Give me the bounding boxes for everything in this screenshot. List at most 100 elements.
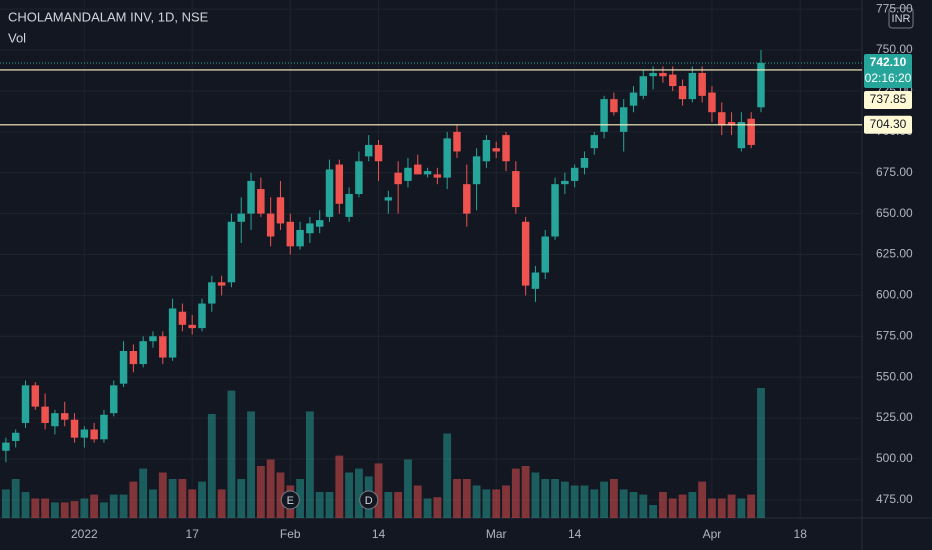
volume-bar <box>70 501 79 518</box>
x-tick-label: 2022 <box>71 527 98 541</box>
candle-body <box>404 167 412 181</box>
volume-bar <box>600 481 609 518</box>
candle-body <box>374 144 383 162</box>
countdown: 02:16:20 <box>865 71 912 85</box>
volume-bar <box>217 489 226 518</box>
candle-body <box>551 184 559 237</box>
volume-bar <box>188 489 197 518</box>
candle-body <box>355 161 363 194</box>
candle-body <box>51 413 59 427</box>
candle-body <box>698 72 706 96</box>
x-tick-label: 17 <box>186 527 200 541</box>
candle-body <box>492 148 500 152</box>
volume-bar <box>659 492 667 518</box>
volume-bar <box>531 472 540 518</box>
candle-body <box>276 197 285 224</box>
x-tick-label: Apr <box>703 527 722 541</box>
candle-body <box>394 172 402 185</box>
volume-bar <box>668 498 677 518</box>
candle-body <box>747 118 755 145</box>
candle-body <box>649 72 657 77</box>
candle-body <box>129 351 138 365</box>
hline-price-text: 737.85 <box>870 92 907 106</box>
candle-body <box>80 429 89 438</box>
event-marker[interactable] <box>359 490 379 510</box>
candle-body <box>561 180 569 185</box>
candle-body <box>727 122 736 126</box>
volume-bar <box>354 468 363 518</box>
volume-bar <box>266 459 275 518</box>
volume-bar <box>325 492 334 518</box>
volume-bar <box>158 472 167 518</box>
candle-body <box>521 221 530 286</box>
candle-body <box>21 385 30 423</box>
candle-body <box>60 413 69 420</box>
candle-body <box>227 221 236 283</box>
volume-bar <box>237 479 246 518</box>
candle-body <box>257 189 265 214</box>
volume-bar <box>1 489 10 518</box>
volume-bar <box>207 414 216 518</box>
candle-body <box>531 272 540 289</box>
symbol-title[interactable]: CHOLAMANDALAM INV, 1D, NSE <box>8 9 209 24</box>
volume-bar <box>100 502 108 518</box>
candle-body <box>610 99 618 113</box>
candle-body <box>345 193 353 217</box>
volume-bar <box>198 481 206 518</box>
candle-body <box>433 174 442 178</box>
volume-bar <box>590 489 599 518</box>
volume-bar <box>462 479 471 518</box>
volume-bar <box>41 498 50 518</box>
volume-bar <box>109 494 118 518</box>
event-marker[interactable] <box>280 490 300 510</box>
volume-bar <box>227 390 236 518</box>
candle-body <box>110 385 118 414</box>
currency-box[interactable] <box>888 7 914 29</box>
currency: INR <box>892 13 911 25</box>
plot <box>0 0 862 518</box>
candle-body <box>580 158 589 168</box>
hline-price-label <box>864 91 912 109</box>
candle-body <box>31 385 40 407</box>
x-tick-label: Feb <box>280 527 301 541</box>
candle-body <box>168 308 177 358</box>
volume-label[interactable]: Vol <box>8 30 26 45</box>
candle-body <box>217 282 226 286</box>
volume-bar <box>168 479 177 518</box>
candle-body <box>384 197 393 201</box>
volume-bar <box>453 479 461 518</box>
volume-bar <box>90 494 99 518</box>
volume-bar <box>511 468 520 518</box>
candle-body <box>286 221 295 247</box>
volume-bar <box>698 481 707 518</box>
volume-bar <box>423 498 432 518</box>
candle-body <box>659 72 667 77</box>
candle-body <box>266 213 275 237</box>
candle-body <box>414 164 422 175</box>
volume-bar <box>305 411 314 518</box>
candle-body <box>178 311 187 325</box>
volume-bar <box>119 494 128 518</box>
candle-body <box>41 406 49 423</box>
candle-body <box>541 236 549 273</box>
volume-bar <box>60 502 69 518</box>
volume-bar <box>708 498 716 518</box>
event-label: E <box>287 495 294 507</box>
volume-bar <box>688 492 697 518</box>
candle-body <box>335 164 344 204</box>
volume-bar <box>129 481 138 518</box>
candle-body <box>11 432 20 441</box>
candle-body <box>737 122 746 149</box>
volume-bar <box>384 492 393 518</box>
volume-bar <box>629 492 638 518</box>
volume-bar <box>50 502 59 518</box>
y-tick-label: 650.00 <box>876 206 913 220</box>
volume-bar <box>31 498 40 518</box>
candle-body <box>247 180 255 214</box>
volume-bar <box>482 489 491 518</box>
candle-body <box>315 220 324 227</box>
volume-bar <box>276 472 285 518</box>
volume-bar <box>609 479 618 518</box>
last-price-box <box>864 53 912 88</box>
volume-bar <box>639 494 648 518</box>
